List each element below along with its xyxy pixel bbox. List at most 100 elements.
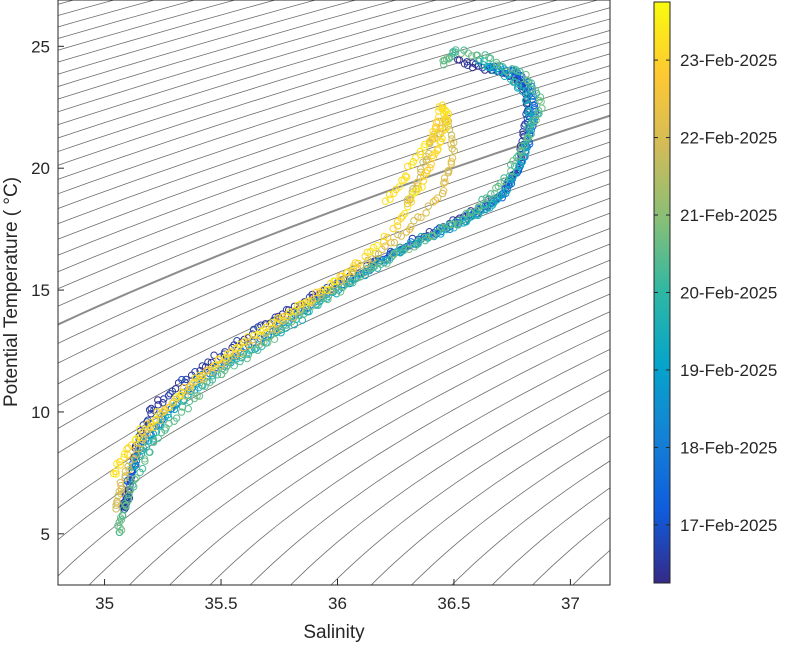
data-point <box>199 371 207 380</box>
colorbar-ticks: 17-Feb-2025 18-Feb-2025 19-Feb-2025 20-Feb-… <box>654 51 777 535</box>
data-point <box>268 318 277 327</box>
data-point <box>433 228 442 236</box>
data-point <box>109 469 118 478</box>
data-point <box>244 338 252 346</box>
data-point <box>418 183 426 191</box>
data-point <box>124 494 132 502</box>
data-point <box>421 236 429 245</box>
data-point <box>527 120 535 129</box>
x-tick-label: 35.5 <box>204 594 237 613</box>
data-point <box>204 358 212 366</box>
data-point <box>431 196 439 204</box>
data-point <box>184 405 192 413</box>
data-point <box>143 420 151 428</box>
data-point <box>117 481 125 490</box>
x-tick-label: 35 <box>95 594 114 613</box>
data-point <box>531 86 540 95</box>
data-point <box>172 414 181 422</box>
isopycnal-line <box>250 348 610 585</box>
data-point <box>225 354 233 363</box>
y-tick-label: 15 <box>31 281 50 300</box>
data-point <box>410 217 418 225</box>
data-point <box>493 61 501 69</box>
data-point <box>112 470 120 478</box>
isopycnal-line <box>58 0 518 139</box>
isopycnal-line <box>411 435 610 585</box>
isopycnal-line <box>370 412 610 585</box>
data-point <box>150 406 158 414</box>
data-point <box>521 141 529 149</box>
data-point <box>398 176 406 185</box>
data-point <box>164 404 172 412</box>
data-point <box>513 84 522 92</box>
data-point <box>215 356 223 364</box>
isopycnal-line <box>58 0 195 39</box>
isopycnal-line <box>169 311 610 585</box>
data-point <box>516 67 524 76</box>
data-point <box>424 202 432 210</box>
data-point <box>139 444 148 452</box>
data-point <box>434 194 442 202</box>
data-point <box>172 393 181 401</box>
data-point <box>274 314 282 322</box>
x-axis-label: Salinity <box>303 622 365 643</box>
colorbar-tick-label: 20-Feb-2025 <box>680 284 777 303</box>
data-point <box>492 58 501 67</box>
data-point <box>401 172 410 180</box>
data-point <box>248 346 256 354</box>
isopycnal-line <box>58 0 598 166</box>
data-point <box>367 264 375 272</box>
data-point <box>487 190 495 198</box>
data-point <box>296 300 304 308</box>
x-tick-label: 36.5 <box>437 594 470 613</box>
data-point <box>394 222 402 230</box>
data-point <box>454 56 462 64</box>
data-point <box>500 177 508 185</box>
data-point <box>441 178 449 186</box>
data-point <box>383 260 391 268</box>
isopycnal-contours <box>58 0 610 585</box>
data-point <box>145 406 154 414</box>
data-point <box>368 255 376 263</box>
data-point <box>524 94 532 102</box>
data-point <box>250 331 258 339</box>
data-point <box>506 160 515 169</box>
data-point <box>125 466 133 474</box>
data-point <box>427 136 435 144</box>
isopycnal-line <box>58 0 356 87</box>
data-point <box>132 474 140 482</box>
data-point <box>115 528 124 537</box>
data-point <box>440 60 448 69</box>
data-point <box>506 75 515 83</box>
isopycnal-line <box>58 183 610 429</box>
data-point <box>323 286 331 294</box>
data-point <box>437 223 446 232</box>
isopycnal-line <box>58 0 558 152</box>
data-point <box>254 346 262 354</box>
data-point <box>349 279 357 287</box>
data-point <box>434 145 442 153</box>
data-point <box>117 516 126 524</box>
data-point <box>116 479 125 487</box>
data-point <box>230 362 238 370</box>
isopycnal-line <box>88 276 610 585</box>
data-point <box>156 420 165 429</box>
data-point <box>191 378 199 386</box>
data-point <box>112 505 120 513</box>
data-point <box>177 408 186 416</box>
data-point <box>448 154 457 162</box>
isopycnal-line <box>129 293 610 585</box>
data-point <box>171 385 180 393</box>
data-point <box>147 422 155 431</box>
data-point <box>319 286 327 294</box>
data-point <box>338 272 346 280</box>
data-point <box>412 241 421 249</box>
y-tick-label: 20 <box>31 159 50 178</box>
data-point <box>113 497 121 505</box>
isopycnal-line <box>58 141 610 364</box>
data-point <box>522 70 530 79</box>
data-point <box>154 434 162 442</box>
x-tick-label: 37 <box>561 594 580 613</box>
isopycnal-line <box>58 197 610 454</box>
